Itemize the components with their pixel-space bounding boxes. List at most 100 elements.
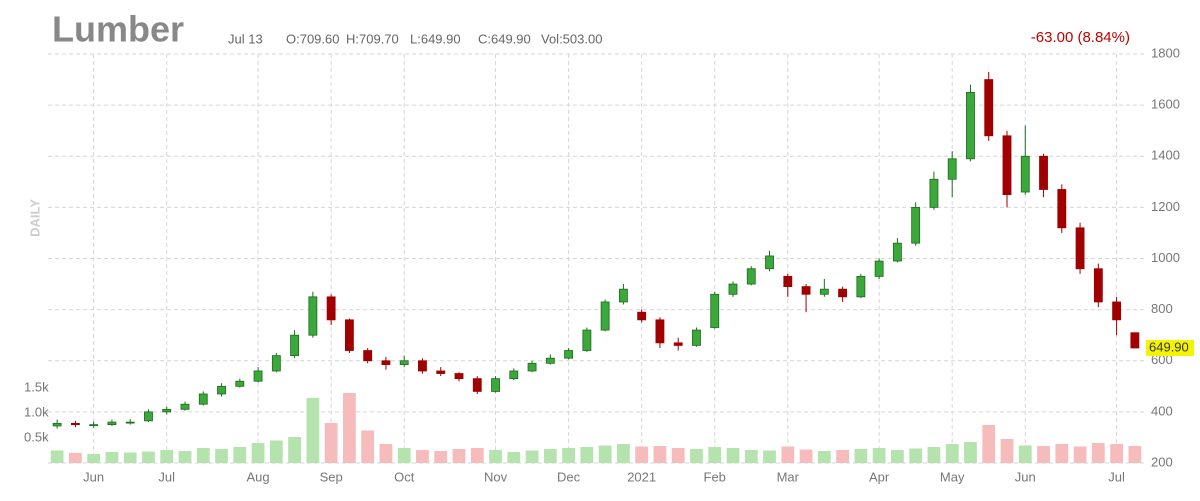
candle-body	[1039, 155, 1048, 190]
candle-body	[673, 342, 683, 346]
candle-body	[381, 360, 391, 365]
info-text: Vol:503.00	[541, 31, 602, 46]
x-tick-label: 2021	[627, 469, 656, 484]
candle-body	[947, 158, 957, 180]
volume-bar	[269, 440, 283, 463]
candle-body	[52, 422, 62, 427]
volume-bar	[872, 448, 886, 463]
candle-body	[70, 422, 80, 426]
candle-body	[418, 360, 427, 372]
volume-bar	[379, 444, 393, 463]
volume-bar	[617, 444, 630, 463]
volume-bar	[50, 450, 64, 463]
volume-bar	[817, 451, 831, 463]
volume-bar	[891, 450, 904, 463]
x-tick-label: Sep	[320, 469, 343, 484]
volume-bar	[288, 437, 301, 463]
volume-bar	[982, 425, 996, 463]
volume-bar	[653, 446, 667, 463]
volume-bar	[562, 448, 575, 463]
volume-bar	[178, 451, 192, 463]
y-tick-label: 1600	[1151, 97, 1180, 112]
y-axis-label: DAILY	[27, 199, 42, 237]
volume-bar	[1018, 445, 1032, 463]
candle-body	[290, 334, 300, 357]
candle-body	[966, 91, 975, 160]
volume-bar	[708, 447, 722, 463]
candle-body	[838, 288, 848, 298]
volume-bar	[196, 448, 210, 463]
candle-body	[655, 319, 665, 344]
y-tick-label: 1000	[1151, 250, 1180, 265]
volume-bar	[324, 423, 338, 463]
x-tick-label: Mar	[777, 469, 800, 484]
volume-bar	[1055, 444, 1069, 463]
volume-bar	[142, 451, 155, 463]
candle-body	[874, 260, 884, 277]
candle-body	[600, 301, 610, 331]
candle-body	[1093, 268, 1103, 303]
x-tick-label: Nov	[484, 469, 508, 484]
candle-body	[545, 357, 555, 364]
volume-bar	[361, 430, 375, 463]
candle-body	[929, 178, 939, 208]
candle-body	[271, 355, 281, 372]
candle-body	[618, 288, 628, 303]
volume-bar	[470, 448, 484, 463]
volume-bar	[69, 453, 82, 463]
y-tick-label: 1200	[1151, 199, 1180, 214]
x-tick-label: May	[940, 469, 965, 484]
candle-body	[235, 380, 245, 387]
volume-bar	[123, 452, 137, 463]
volume-bar	[690, 449, 703, 463]
candle-body	[217, 385, 226, 395]
candle-body	[436, 370, 446, 374]
y2-tick-label: 1.5k	[24, 379, 49, 394]
last-price-label: 649.90	[1149, 339, 1189, 354]
y-tick-label: 1800	[1151, 45, 1180, 60]
candle-body	[198, 393, 208, 405]
candle-body	[637, 311, 647, 321]
volume-bar	[945, 444, 959, 463]
candle-body	[308, 296, 318, 336]
candle-body	[107, 421, 117, 426]
candle-body	[1075, 227, 1085, 270]
x-tick-label: Apr	[869, 469, 890, 484]
candle-body	[728, 283, 738, 295]
volume-bar	[343, 393, 356, 463]
y2-tick-label: 0.5k	[24, 429, 49, 444]
candle-body	[491, 378, 500, 392]
candle-body	[783, 275, 793, 288]
volume-bar	[763, 450, 776, 463]
candle-body	[326, 296, 336, 321]
candle-body	[819, 288, 829, 295]
volume-bar	[507, 452, 521, 463]
info-text: L:649.90	[410, 31, 461, 46]
y-tick-label: 1400	[1151, 148, 1180, 163]
candle-body	[1057, 189, 1067, 229]
x-tick-label: Jun	[83, 469, 104, 484]
volume-bar	[744, 450, 758, 463]
candle-body	[710, 293, 720, 328]
candle-body	[692, 329, 701, 346]
volume-bar	[452, 449, 466, 463]
candle-body	[582, 329, 592, 351]
x-tick-label: Jun	[1015, 469, 1036, 484]
y2-tick-label: 1.0k	[24, 404, 49, 419]
candle-body	[125, 421, 135, 424]
volume-bar	[489, 450, 502, 463]
candle-body	[892, 242, 902, 262]
y-tick-label: 400	[1151, 403, 1173, 418]
volume-bar	[1091, 443, 1105, 463]
volume-bar	[1073, 446, 1087, 463]
x-tick-label: Feb	[704, 469, 726, 484]
candle-body	[564, 350, 574, 359]
info-text: Jul 13	[228, 31, 263, 46]
volume-bar	[781, 446, 795, 463]
volume-bar	[580, 447, 594, 463]
volume-bar	[160, 450, 174, 463]
volume-bar	[251, 443, 265, 463]
x-tick-label: Jul	[158, 469, 175, 484]
volume-bar	[836, 450, 849, 463]
